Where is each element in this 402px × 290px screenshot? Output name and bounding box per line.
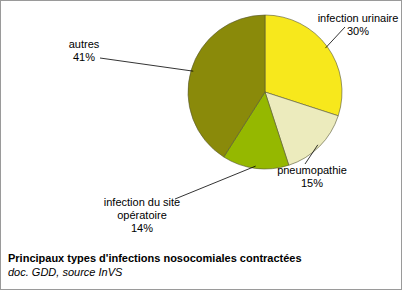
- leader-line: [175, 166, 256, 199]
- value-label: 15%: [301, 177, 323, 189]
- pie: [188, 15, 342, 169]
- value-label: 41%: [73, 51, 95, 63]
- label-line: pneumopathie: [277, 164, 347, 176]
- pie-slice: [188, 15, 265, 157]
- title: Principaux types d'infections nosocomial…: [8, 252, 302, 264]
- category-label: infection urinaire: [318, 12, 399, 24]
- category-label: infection du siteopératoire: [104, 196, 180, 221]
- leader-line: [305, 145, 318, 164]
- value-label: 30%: [347, 25, 369, 37]
- frame: [1, 1, 402, 290]
- value-label: 14%: [131, 222, 153, 234]
- label-line: autres: [69, 38, 100, 50]
- leader-line: [325, 27, 345, 48]
- chart-container: infection urinaire30% pneumopathie15% infe…: [0, 0, 402, 290]
- chart-svg: infection urinaire30% pneumopathie15% infe…: [0, 0, 402, 290]
- label-line: infection urinaire: [318, 12, 399, 24]
- label-line: opératoire: [117, 209, 167, 221]
- category-label: pneumopathie: [277, 164, 347, 176]
- annotation: doc. GDD, source InVS: [8, 266, 123, 278]
- labels: infection urinaire30% pneumopathie15% infe…: [69, 12, 399, 234]
- category-label: autres: [69, 38, 100, 50]
- label-line: infection du site: [104, 196, 180, 208]
- leader-line: [100, 58, 193, 71]
